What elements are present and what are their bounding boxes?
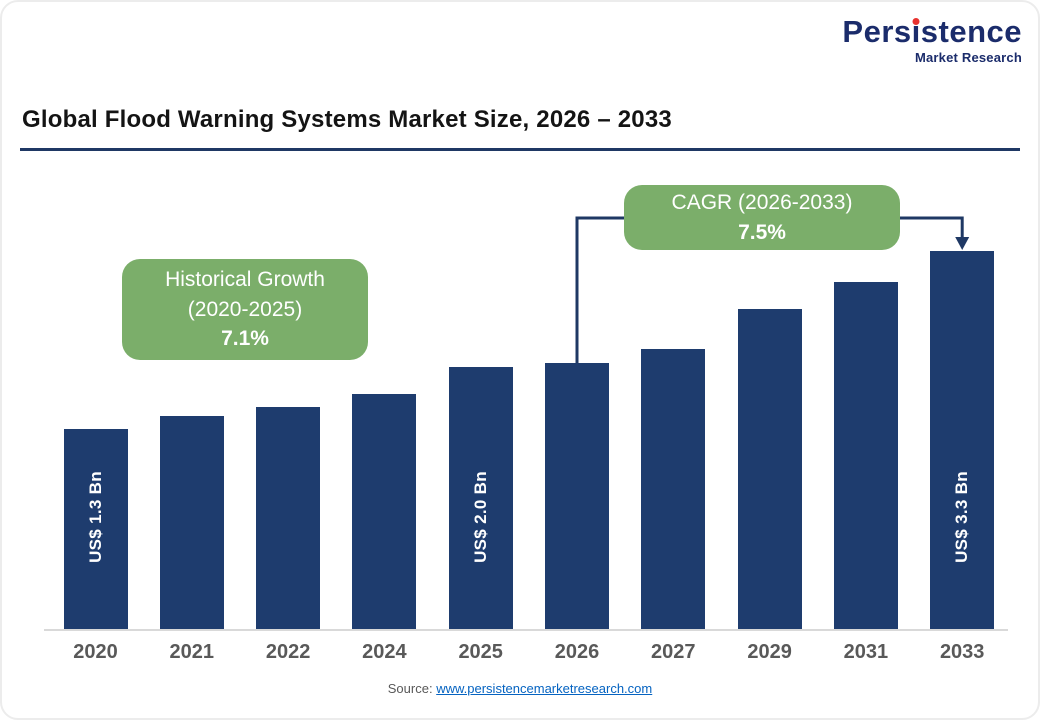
bar-value-label-2033: US$ 3.3 Bn <box>952 471 972 563</box>
historical-growth-callout: Historical Growth (2020-2025) 7.1% <box>122 259 368 360</box>
bar-value-label-2020: US$ 1.3 Bn <box>85 471 105 563</box>
historical-growth-line1: Historical Growth <box>165 267 325 291</box>
x-tick-label-2029: 2029 <box>747 641 792 663</box>
source-label: Source: <box>387 681 433 696</box>
bar-2031 <box>833 282 898 629</box>
logo-red-dot-i: ı <box>911 14 921 49</box>
source-link[interactable]: www.persistencemarketresearch.com <box>436 681 653 696</box>
page-title: Global Flood Warning Systems Market Size… <box>22 106 672 133</box>
logo: Persıstence Market Research <box>842 16 1022 65</box>
bar-2025 <box>448 367 513 629</box>
bar-2022 <box>256 407 321 629</box>
cagr-callout: CAGR (2026-2033) 7.5% <box>624 185 900 250</box>
x-tick-label-2020: 2020 <box>73 641 118 663</box>
x-tick-label-2025: 2025 <box>458 641 503 663</box>
x-tick-label-2033: 2033 <box>939 641 985 663</box>
cagr-label: CAGR (2026-2033) <box>671 190 853 214</box>
x-axis-line <box>44 629 1008 631</box>
bar-2033 <box>930 251 995 629</box>
bar-2024 <box>352 394 417 629</box>
bar-2029 <box>737 309 802 629</box>
bar-2021 <box>159 416 224 629</box>
x-tick-label-2022: 2022 <box>265 641 311 663</box>
bar-value-label-2025: US$ 2.0 Bn <box>470 471 490 563</box>
historical-growth-value: 7.1% <box>221 327 269 351</box>
source-line: Source: www.persistencemarketresearch.co… <box>2 681 1038 696</box>
logo-brand-text: Persıstence <box>842 14 1022 49</box>
bar-2027 <box>641 349 706 629</box>
x-tick-label-2026: 2026 <box>554 641 600 663</box>
title-underline <box>20 148 1020 151</box>
bar-2020 <box>63 429 128 629</box>
x-tick-label-2027: 2027 <box>651 641 696 663</box>
cagr-value: 7.5% <box>738 220 786 244</box>
historical-growth-line2: (2020-2025) <box>187 297 303 321</box>
bar-2026 <box>545 363 609 629</box>
x-tick-label-2024: 2024 <box>362 641 407 663</box>
x-tick-label-2031: 2031 <box>843 641 889 663</box>
logo-subtitle: Market Research <box>914 50 1022 65</box>
x-tick-label-2021: 2021 <box>169 641 215 663</box>
